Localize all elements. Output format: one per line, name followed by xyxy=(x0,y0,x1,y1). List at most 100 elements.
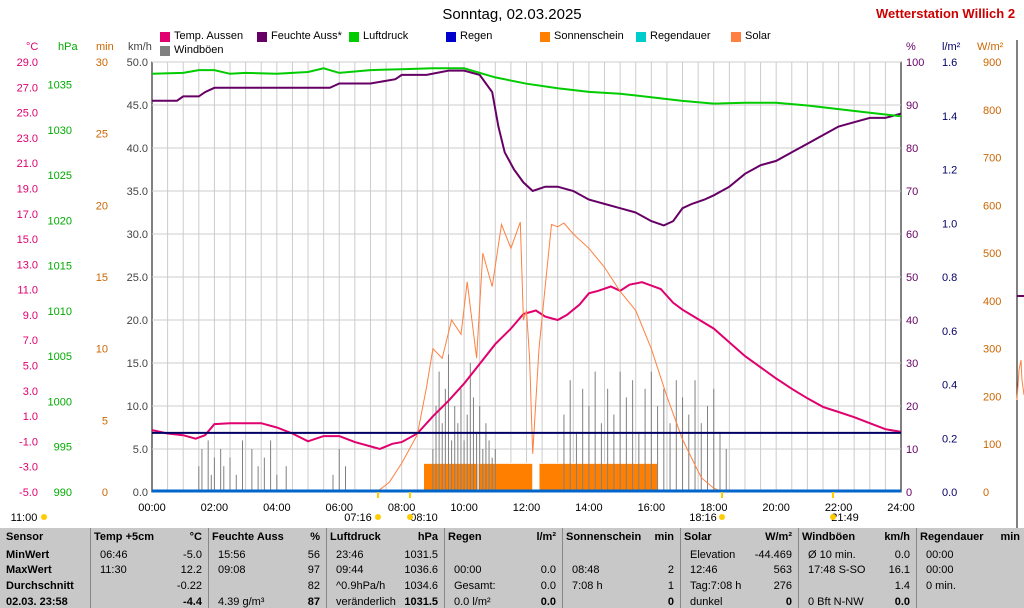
y-tick-temp: 17.0 xyxy=(17,209,38,221)
y-tick-temp: -3.0 xyxy=(19,462,38,474)
brand-name: Wetterstation Willich xyxy=(876,6,1005,21)
x-tick-label: 10:00 xyxy=(450,502,478,514)
axis-unit-wind: km/h xyxy=(128,41,152,53)
x-tick-label: 18:00 xyxy=(700,502,728,514)
stats-column: Sensor MinWert MaxWert Durchschnitt 02.03. 2… xyxy=(6,528,90,608)
sun-end-time: 21:49 xyxy=(831,512,859,524)
axis-unit-humidity: % xyxy=(906,41,916,53)
legend-swatch xyxy=(160,32,170,42)
stats-column: Feuchte Auss% 15:56 56 09:08 97 82 4.39 g/m³ 87 xyxy=(212,528,324,608)
column-unit: l/m² xyxy=(536,531,556,543)
cell-value: 0 xyxy=(667,596,674,608)
chart-title: Sonntag, 02.03.2025 xyxy=(442,6,582,23)
legend-swatch xyxy=(446,32,456,42)
cell-value: 276 xyxy=(773,580,792,592)
y-tick-solar: 200 xyxy=(983,391,1001,403)
cell-time: 00:00 xyxy=(926,549,954,561)
row-label: MaxWert xyxy=(6,564,52,576)
y-tick-solar: 700 xyxy=(983,153,1001,165)
y-tick-rain: 0.4 xyxy=(942,380,957,392)
column-separator xyxy=(208,528,209,608)
y-tick-minutes: 10 xyxy=(96,344,108,356)
y-tick-solar: 400 xyxy=(983,296,1001,308)
y-tick-wind: 25.0 xyxy=(127,272,148,284)
y-tick-temp: 27.0 xyxy=(17,82,38,94)
y-tick-wind: 0.0 xyxy=(133,487,148,499)
y-tick-pressure: 1020 xyxy=(48,215,72,227)
y-tick-wind: 50.0 xyxy=(127,57,148,69)
column-unit: km/h xyxy=(884,531,910,543)
cell-value: 1.4 xyxy=(894,580,910,592)
cell-time: ^0.9hPa/h xyxy=(336,580,386,592)
stats-column: Regendauer min 00:00 00:00 0 min. xyxy=(920,528,1024,608)
column-unit: W/m² xyxy=(765,531,792,543)
cell-value: -4.4 xyxy=(183,596,202,608)
cell-value: 0 xyxy=(785,596,792,608)
cell-time: 4.39 g/m³ xyxy=(218,596,265,608)
y-tick-temp: 23.0 xyxy=(17,133,38,145)
y-tick-rain: 0.2 xyxy=(942,433,957,445)
y-tick-wind: 45.0 xyxy=(127,100,148,112)
y-tick-solar: 300 xyxy=(983,344,1001,356)
legend-swatch xyxy=(731,32,741,42)
y-tick-rain: 0.0 xyxy=(942,487,957,499)
column-header: Feuchte Auss xyxy=(212,531,284,543)
station-brand[interactable]: Wetterstation Willich 2 xyxy=(876,6,1015,21)
y-tick-rain: 0.6 xyxy=(942,326,957,338)
cell-value: -44.469 xyxy=(754,549,792,561)
x-tick-label: 12:00 xyxy=(513,502,541,514)
y-tick-wind: 10.0 xyxy=(127,401,148,413)
y-tick-pressure: 1025 xyxy=(48,170,72,182)
cell-time: Ø 10 min. xyxy=(808,549,856,561)
legend-label: Sonnenschein xyxy=(554,30,624,42)
column-separator xyxy=(326,528,327,608)
cell-time: 0.0 l/m² xyxy=(454,596,491,608)
cell-time: 11:30 xyxy=(100,564,127,576)
y-tick-wind: 35.0 xyxy=(127,186,148,198)
y-tick-humidity: 90 xyxy=(906,100,918,112)
column-header: Sensor xyxy=(6,531,44,543)
stats-column: Sonnenschein min 08:48 2 7:08 h 1 0 xyxy=(566,528,678,608)
sunset-time: 18:16 xyxy=(689,512,717,524)
x-tick-label: 14:00 xyxy=(575,502,603,514)
cell-time: 00:00 xyxy=(926,564,954,576)
stats-column: Solar W/m² Elevation -44.469 12:46 563 Tag:7:0… xyxy=(684,528,796,608)
y-tick-minutes: 0 xyxy=(102,487,108,499)
y-tick-humidity: 30 xyxy=(906,358,918,370)
y-tick-humidity: 50 xyxy=(906,272,918,284)
column-unit: min xyxy=(1000,531,1020,543)
cell-time: 23:46 xyxy=(336,549,364,561)
cell-value: 82 xyxy=(307,580,320,592)
sun-marker-icon xyxy=(41,514,47,520)
y-tick-humidity: 100 xyxy=(906,57,924,69)
legend-label: Luftdruck xyxy=(363,30,409,42)
y-tick-solar: 600 xyxy=(983,200,1001,212)
cell-value: -0.22 xyxy=(176,580,202,592)
cell-value: -5.0 xyxy=(183,549,202,561)
cell-value: 87 xyxy=(307,596,320,608)
cell-value: 12.2 xyxy=(180,564,202,576)
y-tick-temp: 29.0 xyxy=(17,57,38,69)
cell-time: 0 Bft N-NW xyxy=(808,596,864,608)
cell-time: Tag:7:08 h xyxy=(690,580,742,592)
y-tick-wind: 5.0 xyxy=(133,444,148,456)
cell-time: 7:08 h xyxy=(572,580,603,592)
y-tick-wind: 20.0 xyxy=(127,315,148,327)
y-tick-pressure: 1005 xyxy=(48,351,72,363)
cell-time: veränderlich xyxy=(336,596,396,608)
y-tick-temp: -5.0 xyxy=(19,487,38,499)
cell-value: 0.0 xyxy=(540,580,556,592)
legend-swatch xyxy=(349,32,359,42)
sun-marker-icon xyxy=(719,514,725,520)
cell-time: 17:48 S-SO xyxy=(808,564,866,576)
x-tick-label: 24:00 xyxy=(887,502,915,514)
column-separator xyxy=(444,528,445,608)
column-unit: °C xyxy=(189,531,202,543)
weather-chart: 00:00 02:00 04:00 06:00 08:00 10:00 12:00 14:00… xyxy=(11,40,1024,528)
y-tick-pressure: 990 xyxy=(54,487,72,499)
y-tick-minutes: 15 xyxy=(96,272,108,284)
cell-time: dunkel xyxy=(690,596,723,608)
row-label: 02.03. 23:58 xyxy=(6,596,68,608)
y-tick-pressure: 995 xyxy=(54,442,72,454)
sun-marker-icon xyxy=(830,514,836,520)
